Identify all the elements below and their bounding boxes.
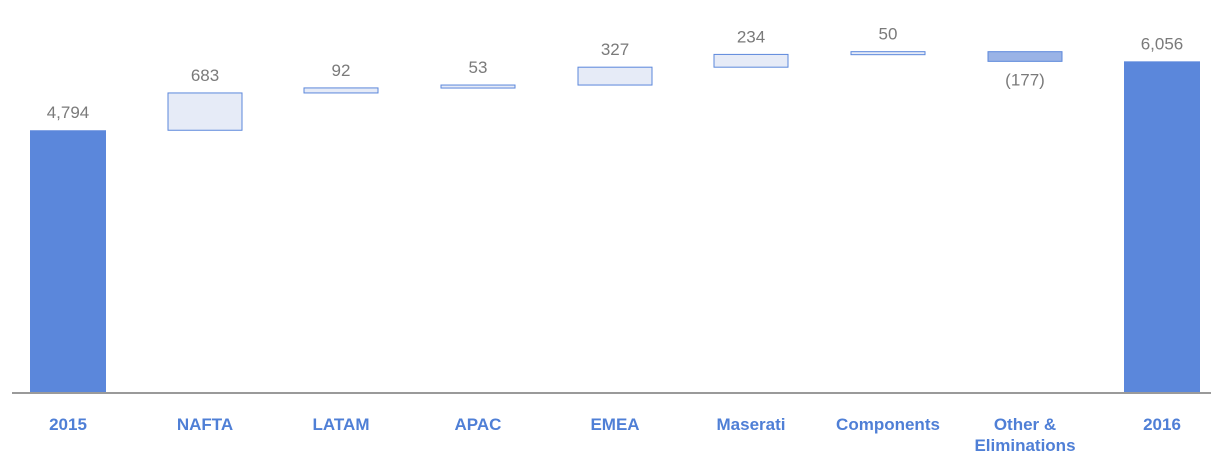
bar-apac	[440, 84, 516, 89]
category-label: Maserati	[717, 415, 786, 434]
value-label: 327	[601, 40, 629, 59]
category-label: LATAM	[313, 415, 370, 434]
bar-2015	[30, 130, 106, 392]
value-labels-group: 4,794 683 92 53 327 234 50 (177) 6,056	[47, 25, 1184, 123]
value-label: 683	[191, 66, 219, 85]
bars-group	[30, 51, 1200, 392]
bar-nafta	[167, 92, 243, 131]
bar-other-eliminations	[987, 51, 1063, 62]
bar-latam	[303, 87, 379, 94]
bar-emea	[577, 66, 653, 86]
bar-components	[850, 51, 926, 56]
category-label: EMEA	[590, 415, 639, 434]
value-label: 234	[737, 27, 765, 46]
category-label: NAFTA	[177, 415, 233, 434]
category-label: 2016	[1143, 415, 1181, 434]
value-label: 4,794	[47, 103, 90, 122]
value-label: 50	[879, 25, 898, 44]
category-label: 2015	[49, 415, 87, 434]
category-label: Other & Eliminations	[974, 415, 1075, 455]
value-label: 6,056	[1141, 34, 1184, 53]
category-label: APAC	[455, 415, 502, 434]
value-label: 92	[332, 61, 351, 80]
category-labels-group: 2015 NAFTA LATAM APAC EMEA Maserati Components…	[49, 415, 1181, 455]
bar-2016	[1124, 61, 1200, 392]
value-label: 53	[469, 58, 488, 77]
bar-maserati	[713, 53, 789, 68]
category-label: Components	[836, 415, 940, 434]
value-label: (177)	[1005, 70, 1045, 89]
